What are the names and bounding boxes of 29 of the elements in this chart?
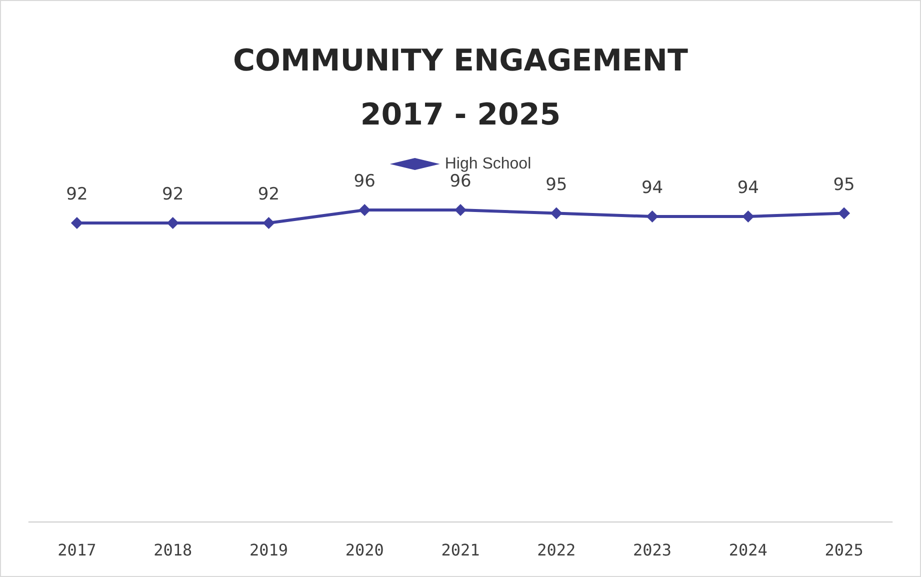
x-tick-label: 2024 — [728, 540, 768, 560]
point — [742, 210, 754, 222]
data-label: 96 — [354, 172, 376, 192]
data-label: 95 — [546, 174, 568, 195]
x-tick-label: 2017 — [58, 540, 96, 560]
data-label: 92 — [162, 184, 184, 204]
point — [70, 217, 83, 229]
x-tick-label: 2022 — [537, 540, 576, 560]
data-label: 94 — [737, 178, 759, 198]
x-tick-label: 2021 — [441, 540, 480, 560]
x-tick-label: 2025 — [824, 540, 864, 560]
data-label: 92 — [66, 184, 88, 204]
chart-title: COMMUNITY ENGAGEMENT 2017 - 2025 — [233, 44, 689, 132]
x-tick-label: 2018 — [154, 540, 192, 560]
x-tick-label: 2019 — [249, 540, 288, 560]
point — [646, 210, 658, 222]
point — [454, 204, 466, 216]
point — [550, 207, 562, 220]
data-label: 94 — [641, 178, 664, 198]
x-tick-label: 2023 — [633, 540, 672, 560]
point — [838, 207, 850, 220]
data-label: 92 — [258, 184, 280, 204]
data-label: 95 — [833, 174, 855, 195]
point — [262, 217, 275, 229]
x-tick-label: 2020 — [345, 540, 384, 560]
point — [166, 217, 179, 229]
point — [358, 204, 371, 216]
legend-label: High School — [444, 156, 532, 172]
data-label: 96 — [450, 172, 472, 192]
